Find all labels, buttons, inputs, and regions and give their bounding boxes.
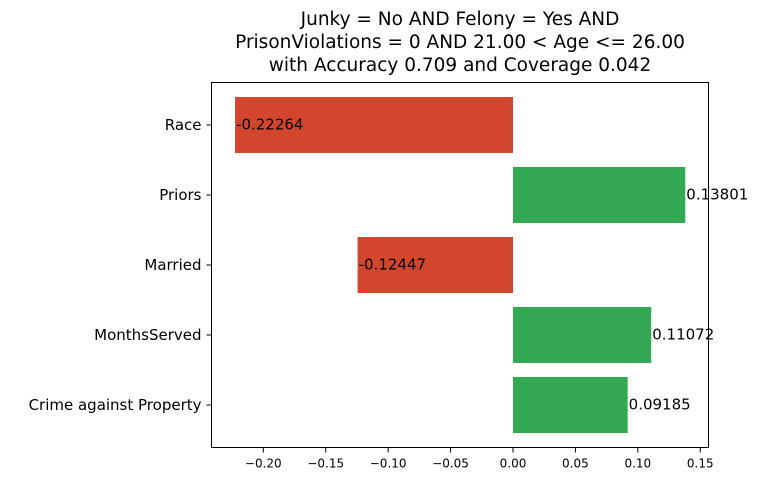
x-tick-label: −0.15 xyxy=(307,457,344,471)
bar-race xyxy=(235,97,513,153)
bar-married xyxy=(357,237,513,293)
x-tick-label: −0.10 xyxy=(370,457,407,471)
category-label: Crime against Property xyxy=(29,396,202,414)
chart-title-line-3: with Accuracy 0.709 and Coverage 0.042 xyxy=(269,55,651,76)
x-tick-label: 0.00 xyxy=(500,457,527,471)
plot-frame xyxy=(211,82,709,448)
bar-crime-against-property xyxy=(512,377,628,433)
value-label: 0.13801 xyxy=(686,186,748,204)
x-tick-label: 0.05 xyxy=(562,457,589,471)
x-axis: −0.20 −0.15 −0.10 −0.05 0.00 0.05 0.10 0.15 xyxy=(245,447,714,471)
category-label: Race xyxy=(165,116,202,134)
chart-title: Junky = No AND Felony = Yes AND PrisonVi… xyxy=(235,9,685,76)
x-tick-label: −0.20 xyxy=(245,457,282,471)
category-labels: Race Priors Married MonthsServed Crime again… xyxy=(29,116,212,414)
value-label: -0.12447 xyxy=(359,256,426,274)
x-tick-label: −0.05 xyxy=(432,457,469,471)
x-tick-label: 0.10 xyxy=(624,457,651,471)
category-label: MonthsServed xyxy=(94,326,201,344)
category-label: Married xyxy=(144,256,201,274)
value-label: 0.11072 xyxy=(652,326,714,344)
chart-title-line-1: Junky = No AND Felony = Yes AND xyxy=(300,9,620,30)
value-label: -0.22264 xyxy=(236,116,303,134)
bar-priors xyxy=(512,167,686,223)
value-labels: -0.22264 0.13801 -0.12447 0.11072 0.09185 xyxy=(236,116,748,414)
bar-monthsserved xyxy=(512,307,652,363)
bars-group xyxy=(235,97,686,433)
chart-title-line-2: PrisonViolations = 0 AND 21.00 < Age <= … xyxy=(235,32,685,53)
value-label: 0.09185 xyxy=(629,396,691,414)
category-label: Priors xyxy=(159,186,201,204)
x-tick-label: 0.15 xyxy=(687,457,714,471)
